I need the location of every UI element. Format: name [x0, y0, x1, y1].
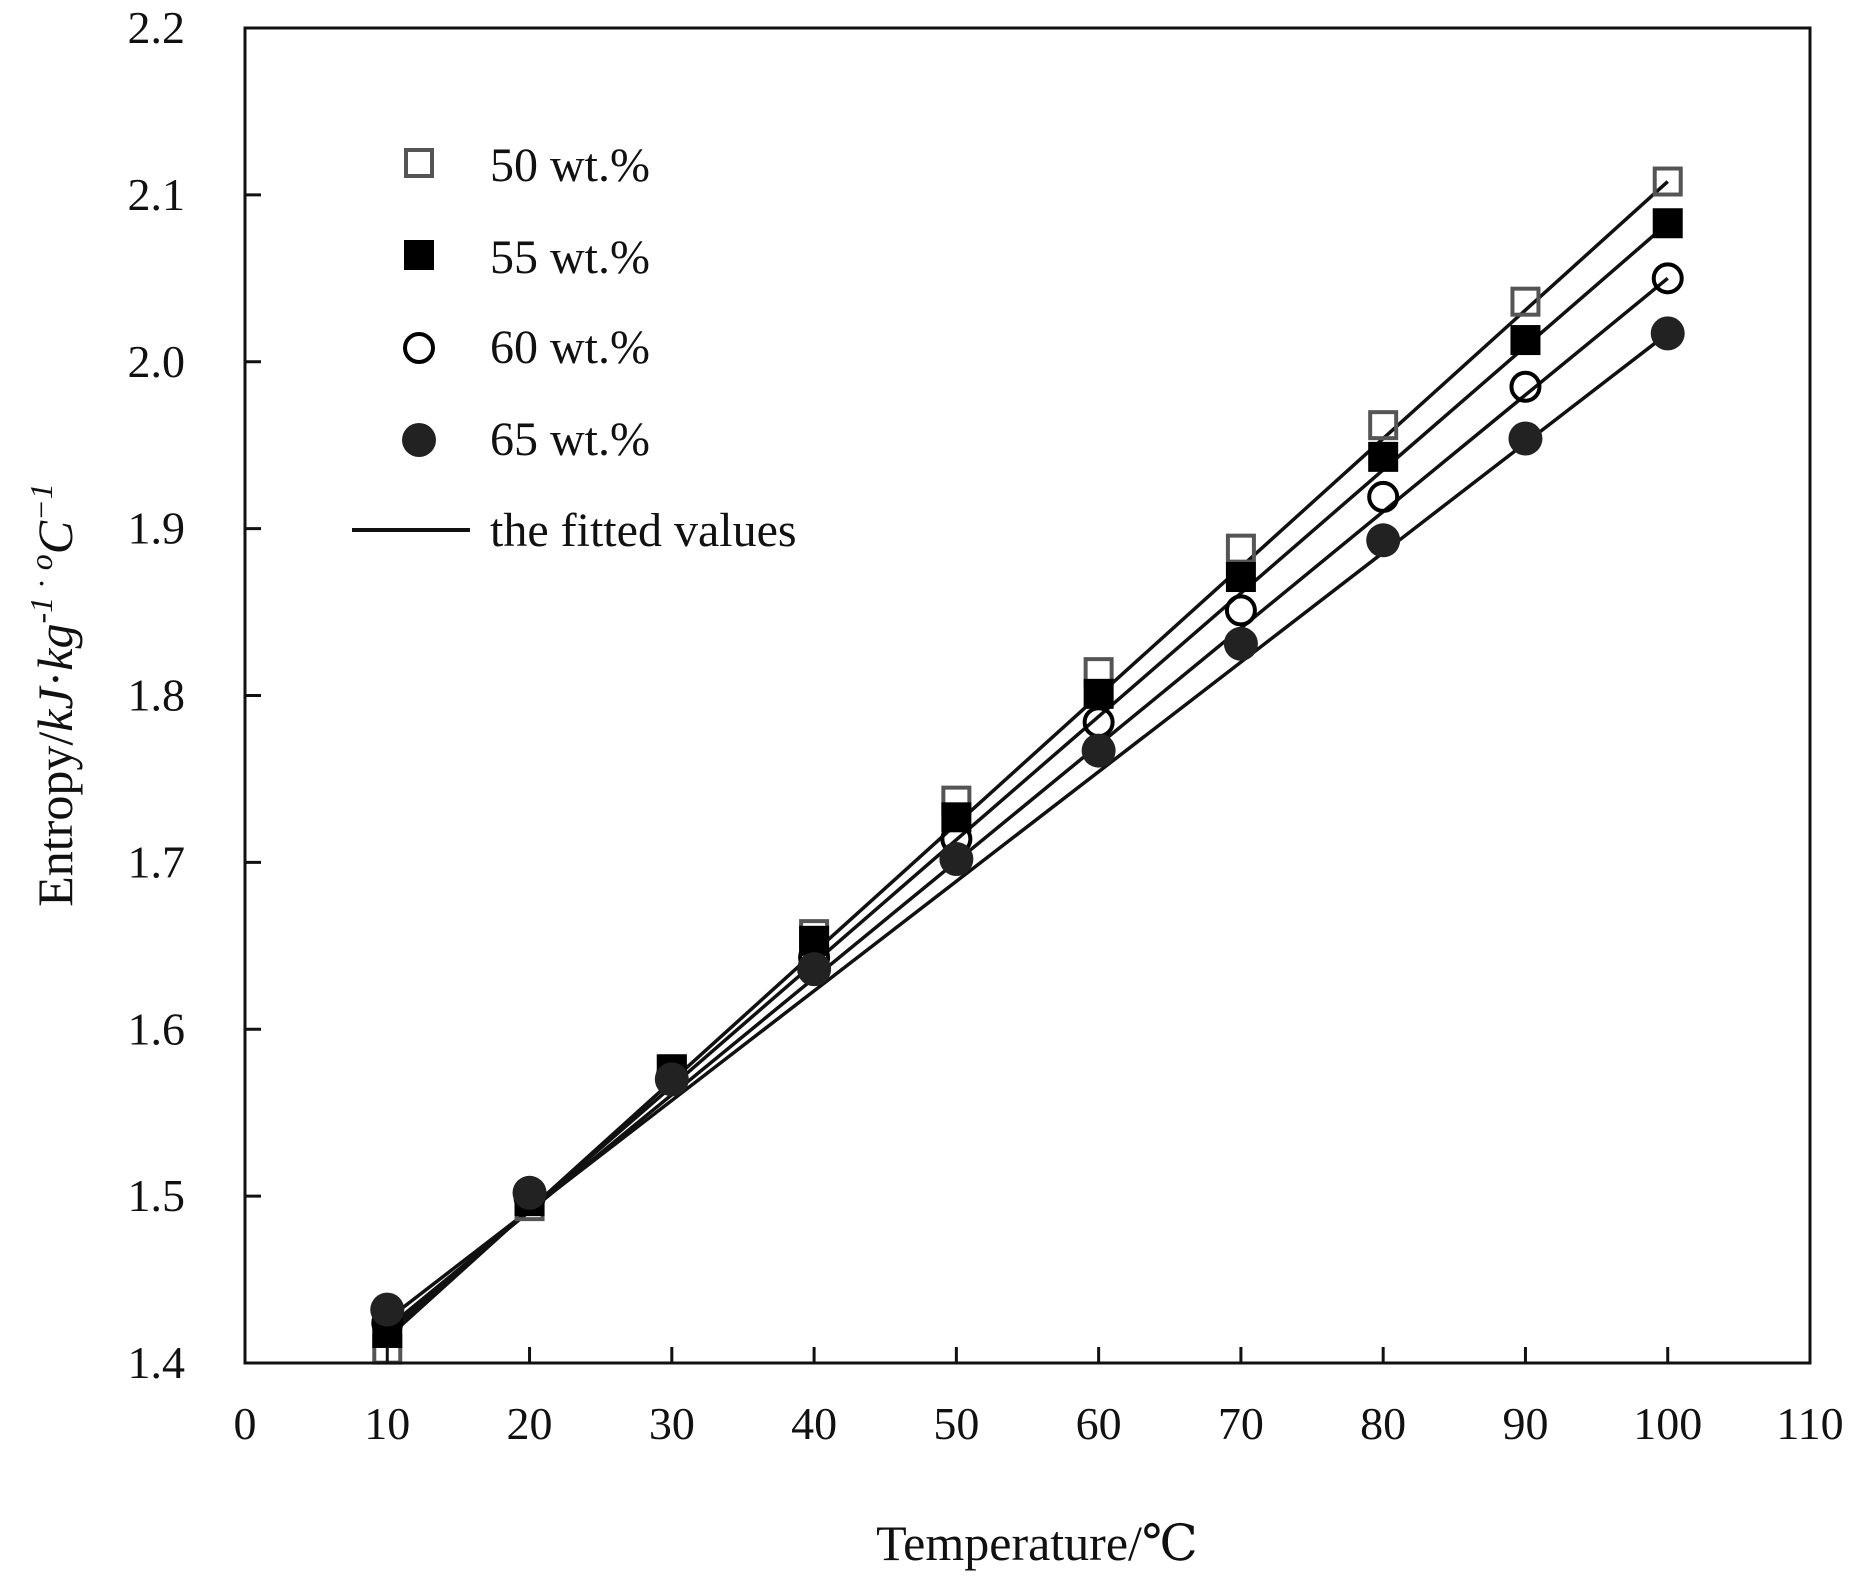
legend-marker-filled-circle [402, 423, 436, 457]
plot-frame [243, 26, 1812, 1365]
legend-item-65: 65 wt.% [402, 413, 650, 466]
y-tick-label: 1.8 [128, 670, 186, 721]
fit-line [386, 331, 1669, 1321]
data-point-open-square [1368, 410, 1399, 441]
y-tick-label: 1.6 [128, 1003, 186, 1054]
data-point-filled-square [1368, 441, 1399, 472]
x-tick-label: 100 [1633, 1398, 1702, 1449]
data-point-filled-circle [939, 842, 974, 877]
data-point-open-circle [1082, 706, 1115, 739]
fit-line [386, 221, 1669, 1335]
y-tick-label: 2.0 [128, 336, 186, 387]
legend-label-65: 65 wt.% [490, 413, 650, 466]
y-tick-label: 1.5 [128, 1170, 186, 1221]
y-axis-ticks: 1.4 1.5 1.6 1.7 1.8 1.9 2.0 2.1 2.2 [128, 2, 261, 1388]
legend-label-fit: the fitted values [490, 504, 797, 557]
data-point-filled-square [1225, 562, 1256, 593]
data-point-open-square [1652, 166, 1683, 197]
data-point-open-circle [1224, 594, 1257, 627]
x-tick-label: 80 [1360, 1398, 1406, 1449]
data-point-open-circle [1509, 370, 1542, 403]
legend-label-55: 55 wt.% [490, 231, 650, 284]
data-point-open-square [1510, 286, 1541, 317]
x-tick-label: 70 [1218, 1398, 1264, 1449]
data-point-filled-square [1652, 208, 1683, 239]
data-point-open-square [1225, 533, 1256, 564]
data-point-filled-square [1510, 325, 1541, 356]
x-tick-label: 60 [1076, 1398, 1122, 1449]
x-tick-label: 50 [933, 1398, 979, 1449]
legend-item-50: 50 wt.% [404, 139, 650, 192]
data-point-filled-circle [654, 1062, 689, 1097]
legend-marker-open-circle [403, 332, 435, 364]
data-point-open-circle [1651, 262, 1684, 295]
y-tick-label: 2.2 [128, 2, 186, 53]
data-point-filled-circle [797, 952, 832, 987]
data-point-filled-circle [1650, 316, 1685, 351]
y-axis-title: Entropy/kJ·kg-1 · oC−1 [23, 483, 83, 907]
x-axis-title: Temperature/℃ [876, 1515, 1198, 1571]
x-tick-label: 0 [234, 1398, 257, 1449]
legend-item-fit: the fitted values [352, 504, 797, 557]
data-point-filled-circle [1081, 733, 1116, 768]
legend-label-60: 60 wt.% [490, 321, 650, 374]
legend-marker-open-square [404, 148, 434, 178]
x-axis-ticks: 0 10 20 30 40 50 60 70 80 90 100 110 [234, 1347, 1844, 1449]
x-tick-label: 10 [364, 1398, 410, 1449]
fit-line [386, 276, 1669, 1330]
legend-item-55: 55 wt.% [404, 231, 650, 284]
data-point-open-circle [1367, 480, 1400, 513]
x-tick-label: 90 [1502, 1398, 1548, 1449]
x-tick-label: 40 [791, 1398, 837, 1449]
data-point-filled-circle [1366, 523, 1401, 558]
y-tick-label: 1.7 [128, 836, 186, 887]
legend-label-50: 50 wt.% [490, 139, 650, 192]
y-tick-label: 1.9 [128, 503, 186, 554]
data-point-filled-circle [1223, 626, 1258, 661]
data-point-filled-circle [512, 1175, 547, 1210]
fit-lines [386, 180, 1669, 1340]
x-tick-label: 110 [1776, 1398, 1843, 1449]
legend-item-60: 60 wt.% [403, 321, 650, 374]
data-point-filled-square [1083, 678, 1114, 709]
y-tick-label: 2.1 [128, 169, 186, 220]
fit-line [386, 180, 1669, 1340]
legend-marker-filled-square [404, 240, 434, 270]
y-tick-label: 1.4 [128, 1337, 186, 1388]
data-point-filled-circle [1508, 421, 1543, 456]
legend: 50 wt.% 55 wt.% 60 wt.% 65 wt.% the fitt… [352, 139, 797, 557]
data-point-filled-circle [370, 1292, 405, 1327]
x-tick-label: 20 [507, 1398, 553, 1449]
x-tick-label: 30 [649, 1398, 695, 1449]
